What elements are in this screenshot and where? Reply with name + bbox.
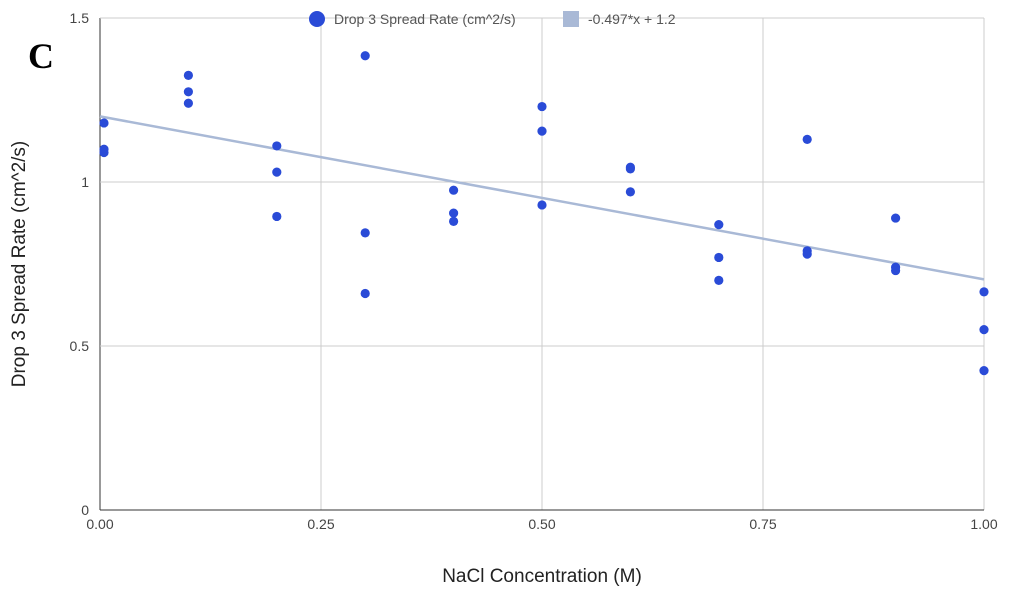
data-point <box>625 164 636 174</box>
data-points <box>99 51 989 376</box>
data-point <box>272 167 282 177</box>
data-point <box>979 366 989 376</box>
data-point <box>360 288 370 299</box>
x-tick-label: 0.75 <box>749 516 776 532</box>
data-point <box>802 249 812 259</box>
data-point <box>272 211 282 222</box>
y-tick-label: 0 <box>81 502 89 518</box>
data-point <box>714 275 724 285</box>
y-axis-title: Drop 3 Spread Rate (cm^2/s) <box>9 141 30 388</box>
data-point <box>979 287 989 297</box>
y-tick-label: 1.5 <box>70 10 90 26</box>
data-point <box>272 141 282 151</box>
data-point <box>183 87 193 97</box>
trendline <box>99 115 985 281</box>
panel-letter: C <box>28 36 54 76</box>
data-point <box>449 185 459 195</box>
x-tick-label: 0.00 <box>86 516 113 532</box>
legend: Drop 3 Spread Rate (cm^2/s) -0.497*x + 1… <box>309 11 676 27</box>
data-point <box>449 208 459 218</box>
trendline-layer <box>99 115 985 281</box>
grid-lines <box>99 17 985 511</box>
data-point <box>802 134 812 144</box>
data-point <box>714 252 724 263</box>
x-tick-label: 0.25 <box>307 516 334 532</box>
data-point <box>537 101 547 112</box>
data-point <box>99 118 109 128</box>
data-point <box>360 51 370 61</box>
y-tick-label: 0.5 <box>70 338 90 354</box>
legend-label-trendline: -0.497*x + 1.2 <box>588 11 676 27</box>
legend-marker-series <box>309 11 325 27</box>
x-axis-title: NaCl Concentration (M) <box>442 566 642 587</box>
data-point <box>449 216 459 226</box>
data-point <box>714 220 724 230</box>
tick-labels: 0.00 0.25 0.50 0.75 1.00 0 0.5 1 1.5 <box>70 10 998 532</box>
data-point <box>891 213 901 223</box>
x-tick-label: 1.00 <box>970 516 997 532</box>
data-point <box>537 200 547 210</box>
data-point <box>979 325 989 335</box>
legend-label-series: Drop 3 Spread Rate (cm^2/s) <box>334 11 516 27</box>
legend-marker-trendline <box>563 11 579 27</box>
x-tick-label: 0.50 <box>528 516 555 532</box>
y-tick-label: 1 <box>81 174 89 190</box>
data-point <box>625 187 636 197</box>
data-point <box>99 147 109 158</box>
data-point <box>537 126 547 136</box>
data-point <box>360 228 370 238</box>
data-point <box>891 265 901 276</box>
data-point <box>183 98 193 108</box>
data-point <box>183 70 193 80</box>
